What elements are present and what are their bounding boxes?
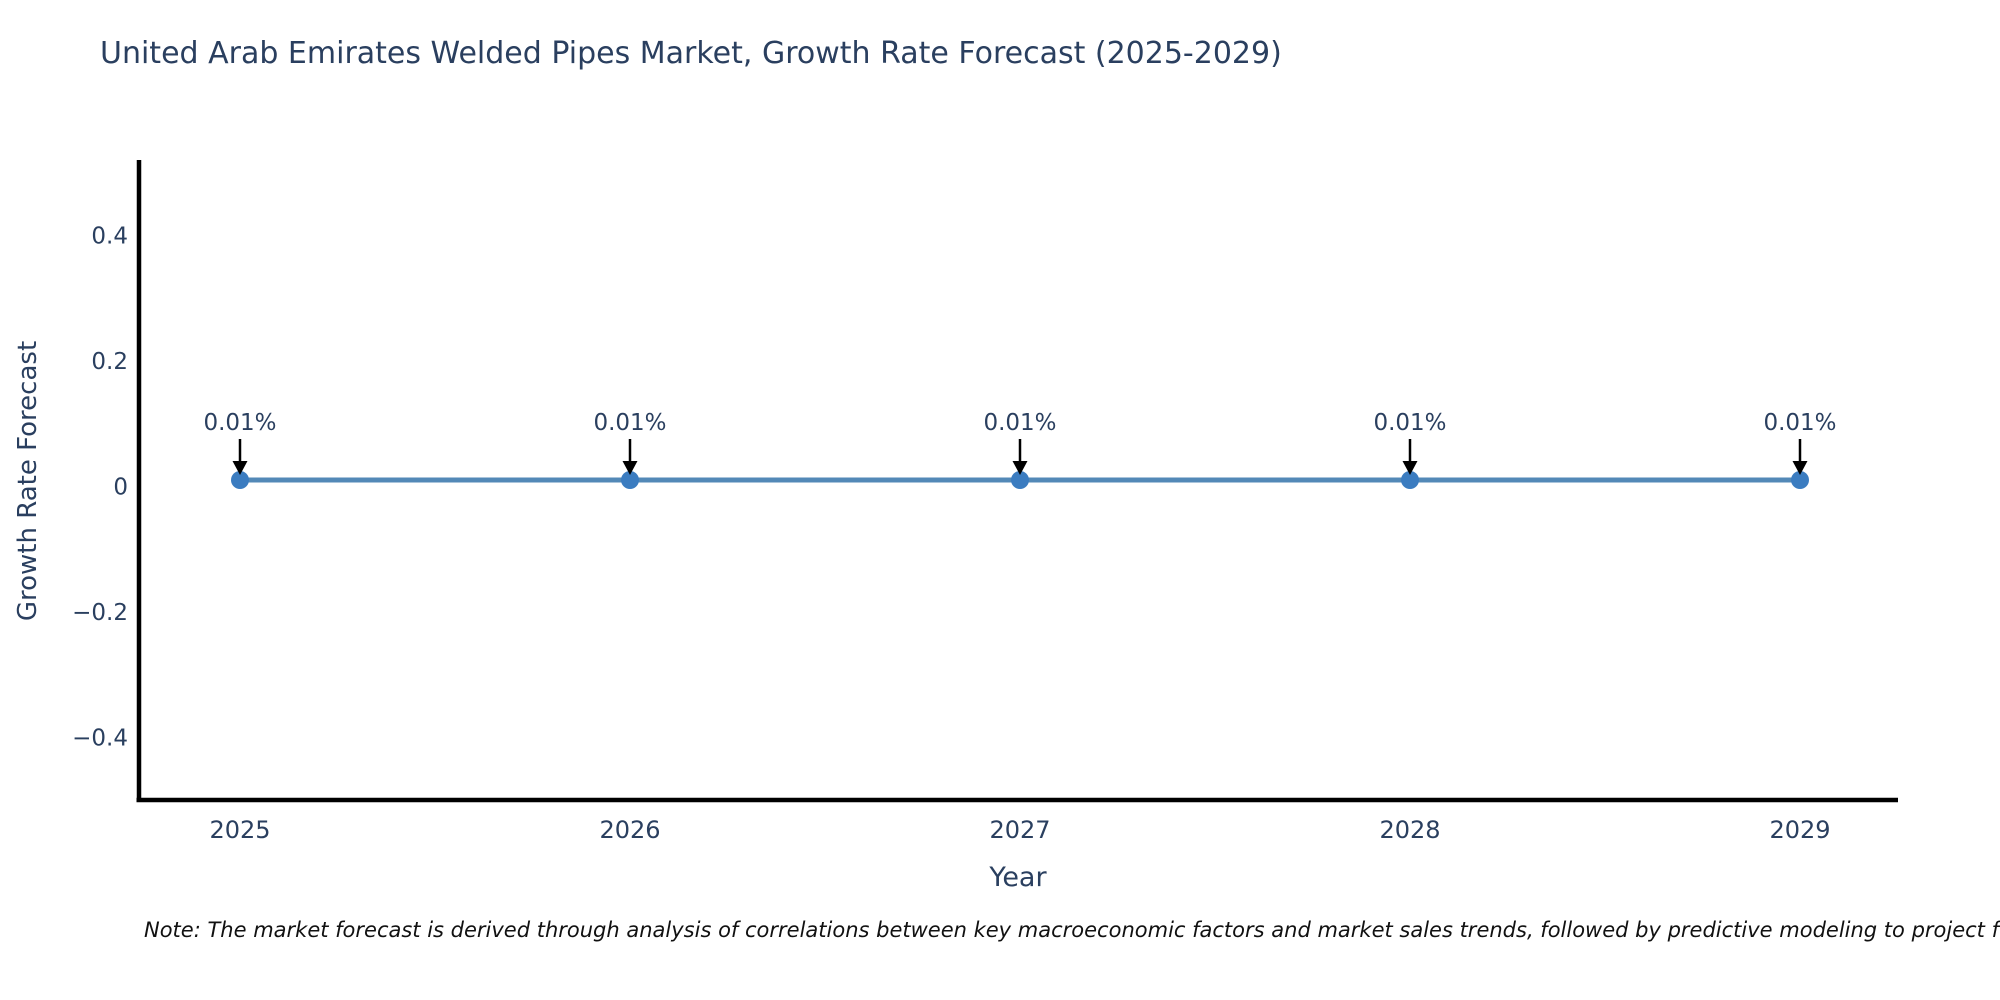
x-tick-label: 2026 [599, 816, 660, 844]
annotation-label: 0.01% [593, 410, 666, 436]
data-point-marker[interactable] [1791, 471, 1809, 489]
y-tick-label: −0.4 [72, 725, 128, 751]
annotation-arrow-head-icon [1012, 461, 1028, 475]
y-tick-label: −0.2 [72, 600, 128, 626]
x-tick-label: 2029 [1769, 816, 1830, 844]
annotation-arrow-head-icon [622, 461, 638, 475]
annotation-label: 0.01% [983, 410, 1056, 436]
data-point-marker[interactable] [231, 471, 249, 489]
y-tick-label: 0.4 [91, 223, 128, 249]
annotation-label: 0.01% [1763, 410, 1836, 436]
annotation-arrow-head-icon [1402, 461, 1418, 475]
x-tick-label: 2025 [209, 816, 270, 844]
annotation-arrow-head-icon [1792, 461, 1808, 475]
y-tick-label: 0.2 [91, 349, 128, 375]
y-tick-label: 0 [113, 474, 128, 500]
annotation-label: 0.01% [203, 410, 276, 436]
x-axis-title: Year [989, 862, 1047, 893]
data-point-marker[interactable] [1401, 471, 1419, 489]
x-tick-label: 2028 [1379, 816, 1440, 844]
data-point-marker[interactable] [1011, 471, 1029, 489]
annotation-arrow-head-icon [232, 461, 248, 475]
footnote: Note: The market forecast is derived thr… [144, 918, 2000, 942]
data-point-marker[interactable] [621, 471, 639, 489]
x-tick-label: 2027 [989, 816, 1050, 844]
chart-title: United Arab Emirates Welded Pipes Market… [100, 36, 1282, 71]
annotation-label: 0.01% [1373, 410, 1446, 436]
